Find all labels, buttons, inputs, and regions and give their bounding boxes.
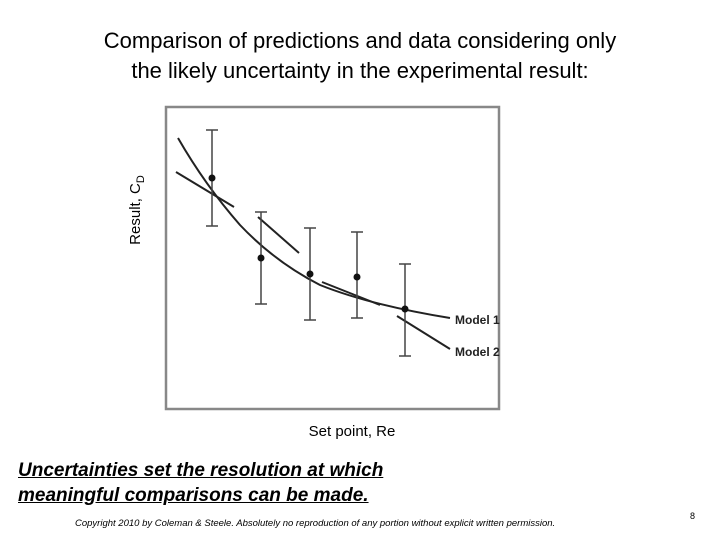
model-2-segment	[257, 216, 300, 254]
note: Uncertainties set the resolution at whic…	[18, 458, 383, 508]
model-1-curve	[177, 137, 451, 319]
y-label-subscript: D	[135, 175, 147, 183]
plot-frame	[164, 105, 501, 411]
title-line: the likely uncertainty in the experiment…	[131, 58, 589, 83]
legend-label: Model 1	[455, 313, 500, 327]
note-line: meaningful comparisons can be made.	[18, 485, 369, 506]
model-2-segment	[175, 171, 235, 208]
y-axis-label: Result, CD	[127, 175, 147, 245]
data-points	[208, 174, 409, 313]
y-label-text: Result, C	[127, 183, 144, 245]
note-line: Uncertainties set the resolution at whic…	[18, 460, 384, 481]
page-number: 8	[690, 511, 696, 521]
model-2-segment	[396, 315, 451, 350]
x-axis-label: Set point, Re	[309, 423, 396, 440]
model-2-segment	[321, 281, 381, 306]
legend-label: Model 2	[455, 345, 500, 359]
title-line: Comparison of predictions and data consi…	[103, 28, 617, 53]
model-curves	[175, 137, 451, 350]
copyright: Copyright 2010 by Coleman & Steele. Abso…	[75, 518, 556, 529]
slide-title: Comparison of predictions and data consi…	[0, 26, 720, 86]
